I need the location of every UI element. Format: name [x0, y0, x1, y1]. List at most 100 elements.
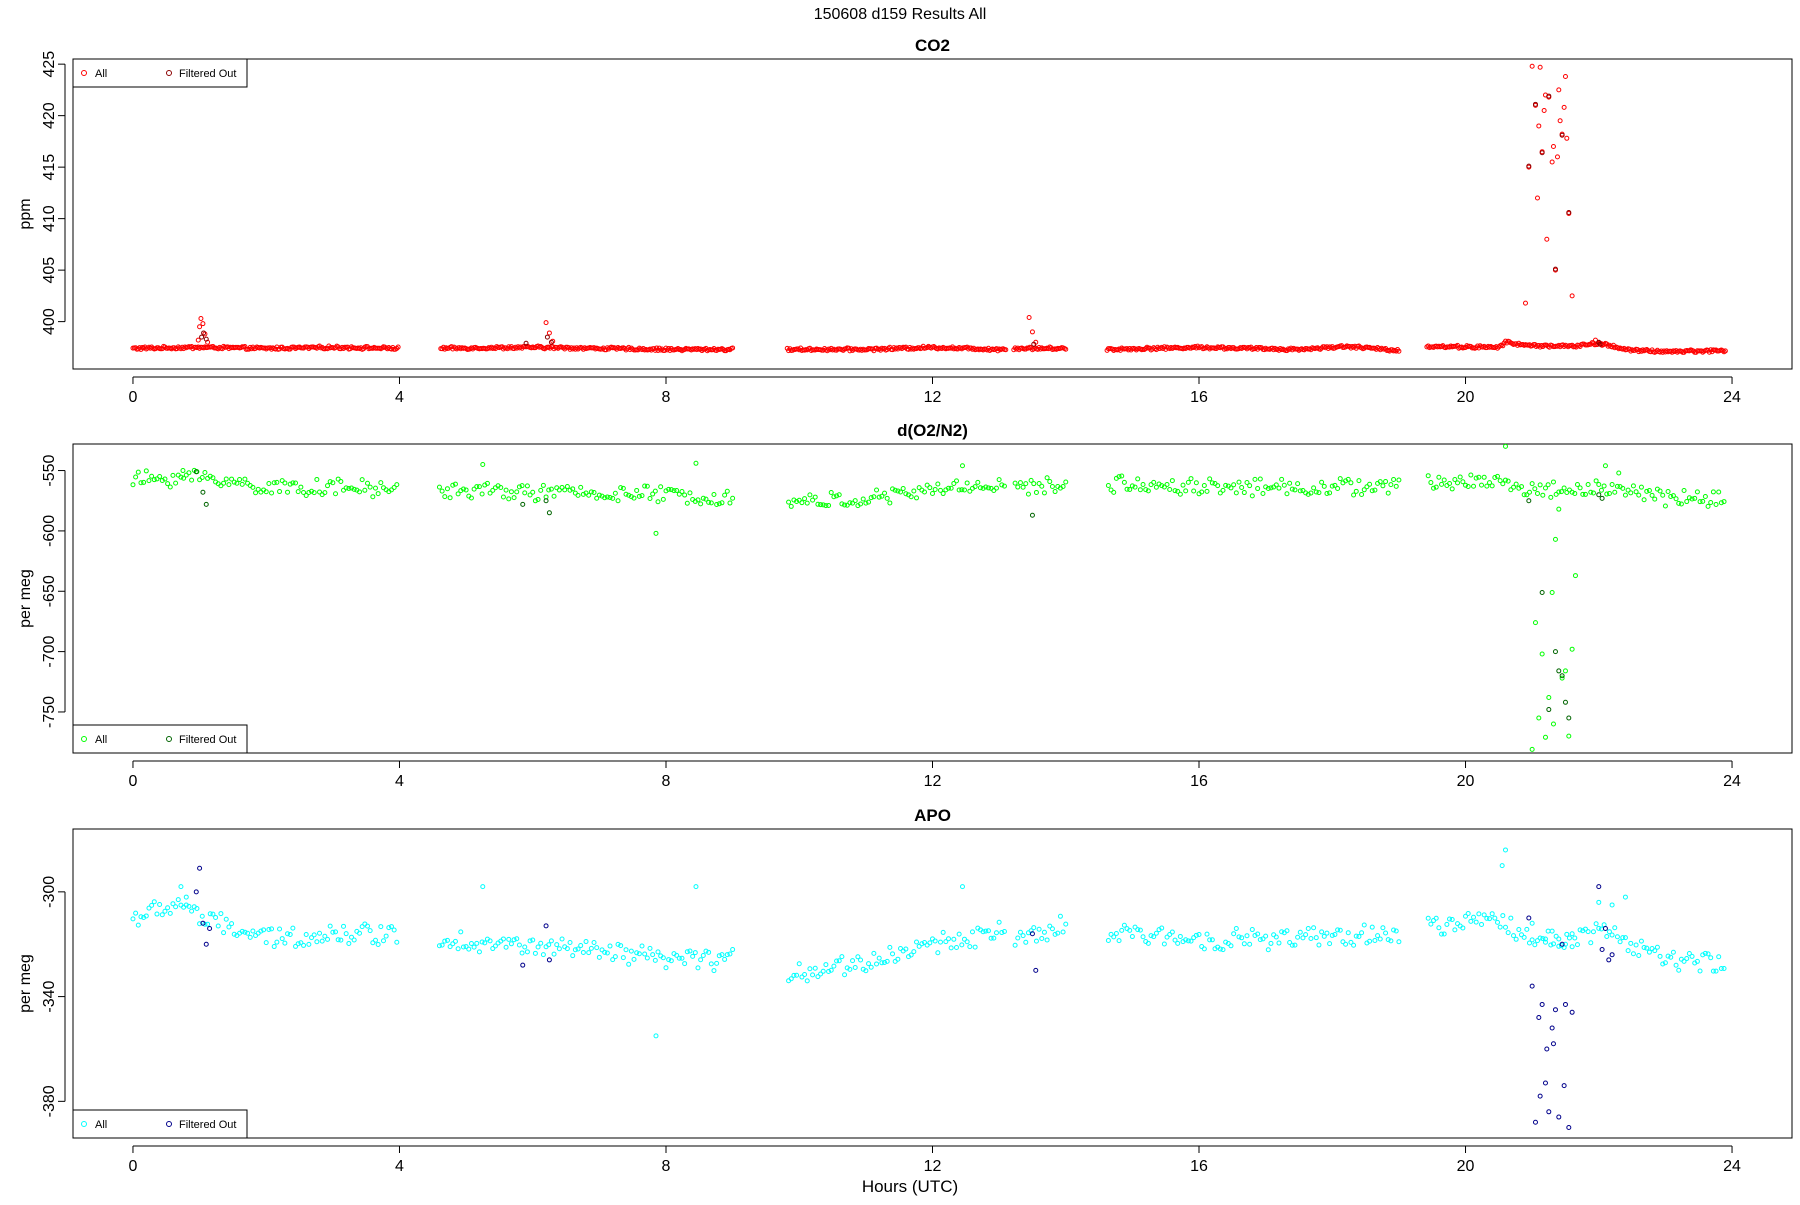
data-point [490, 946, 496, 952]
data-point [471, 486, 477, 492]
data-point [628, 948, 634, 954]
data-point [999, 930, 1005, 936]
data-point [1127, 486, 1133, 492]
data-point [839, 501, 845, 507]
data-point [1337, 476, 1343, 482]
data-point [607, 943, 613, 949]
data-point [1524, 926, 1530, 932]
data-point [341, 923, 347, 929]
data-point [1396, 477, 1402, 483]
data-point [706, 949, 712, 955]
data-point [1649, 492, 1655, 498]
data-point [282, 480, 288, 486]
data-point [480, 462, 486, 468]
data-point [1175, 488, 1181, 494]
data-point [1228, 943, 1234, 949]
data-point [242, 344, 248, 350]
data-point [884, 495, 890, 501]
data-point [500, 494, 506, 500]
data-point [671, 488, 677, 494]
data-point [575, 946, 581, 952]
data-point [650, 952, 656, 958]
data-point [1361, 487, 1367, 493]
data-point [1433, 915, 1439, 921]
data-point [1233, 490, 1239, 496]
data-point [1524, 492, 1530, 498]
data-point [250, 484, 256, 490]
data-point [1455, 480, 1461, 486]
data-point [386, 925, 392, 931]
x-tick-label: 20 [1457, 1158, 1475, 1175]
data-point [1644, 945, 1650, 951]
data-point [788, 976, 794, 982]
data-point [1209, 937, 1215, 943]
data-point [607, 494, 613, 500]
data-point [503, 944, 509, 950]
data-point [195, 337, 201, 343]
data-point [1137, 487, 1143, 493]
data-point [1017, 929, 1023, 935]
data-point [1636, 492, 1642, 498]
data-point [802, 971, 808, 977]
data-point [932, 938, 938, 944]
data-point [1593, 921, 1599, 927]
data-point [1588, 940, 1594, 946]
data-point [167, 484, 173, 490]
data-point [540, 952, 546, 958]
data-point [1511, 484, 1516, 490]
data-point [968, 345, 974, 351]
data-point [564, 946, 570, 952]
data-point [450, 482, 456, 488]
data-point [676, 955, 682, 961]
data-point [346, 486, 352, 492]
data-point [271, 944, 277, 950]
data-point [133, 910, 139, 916]
data-point [1722, 348, 1728, 354]
data-point [615, 498, 621, 504]
data-point [1569, 293, 1575, 299]
data-point [799, 974, 805, 980]
data-point [700, 952, 706, 958]
data-point [961, 936, 967, 942]
data-point [1590, 929, 1596, 935]
data-point [890, 486, 896, 492]
data-point [349, 934, 354, 940]
filtered-point [1609, 952, 1615, 958]
data-point [1303, 932, 1309, 938]
data-point [1633, 942, 1639, 948]
data-point [271, 480, 277, 486]
data-point [1537, 935, 1543, 941]
data-point [1638, 484, 1644, 490]
data-point [693, 460, 699, 466]
data-point [1572, 490, 1578, 496]
data-point [1439, 931, 1445, 937]
data-point [548, 486, 554, 492]
y-tick-label: 410 [41, 205, 58, 232]
panel-3: APO per meg 0 4 8 12 16 20 24 -300 -340 -380 All Filt… [17, 806, 1793, 1175]
data-point [1308, 935, 1314, 941]
data-point [698, 957, 704, 963]
filtered-point [1537, 1093, 1543, 1099]
data-point [1052, 931, 1058, 937]
data-point [253, 490, 259, 496]
data-point [1540, 492, 1546, 498]
data-point [967, 488, 973, 494]
data-point [1562, 74, 1568, 80]
data-point [1593, 478, 1599, 484]
data-point [293, 943, 299, 949]
data-point [668, 958, 674, 964]
data-point [180, 468, 186, 474]
data-point [1542, 936, 1548, 942]
data-point [1596, 925, 1602, 931]
data-point [279, 936, 285, 942]
data-point [210, 475, 216, 481]
data-point [668, 487, 674, 493]
data-point [516, 484, 522, 490]
data-point [930, 491, 935, 497]
data-point [985, 485, 991, 491]
data-point [239, 481, 245, 487]
data-point [887, 944, 893, 950]
data-point [631, 956, 637, 962]
data-point [1681, 958, 1687, 964]
data-point [1721, 966, 1727, 972]
